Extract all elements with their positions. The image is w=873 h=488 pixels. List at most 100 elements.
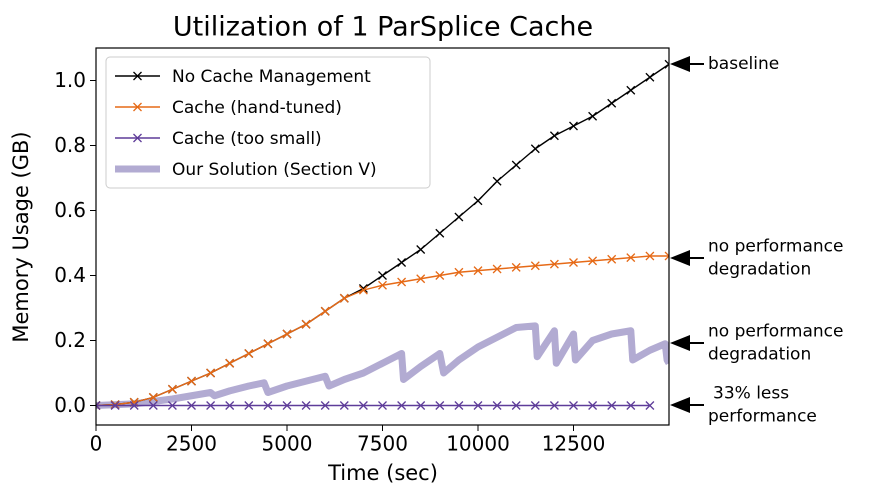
marker bbox=[549, 401, 559, 410]
marker bbox=[416, 245, 426, 254]
annotation-text: baseline bbox=[708, 54, 779, 74]
legend-label: Cache (hand-tuned) bbox=[172, 98, 342, 118]
marker bbox=[244, 349, 254, 358]
marker bbox=[588, 401, 598, 410]
chart-title: Utilization of 1 ParSplice Cache bbox=[173, 12, 593, 43]
marker bbox=[473, 266, 483, 276]
marker bbox=[339, 401, 349, 410]
marker bbox=[607, 254, 617, 264]
marker bbox=[511, 401, 521, 410]
marker bbox=[549, 259, 559, 269]
marker bbox=[263, 339, 273, 349]
marker bbox=[206, 401, 216, 410]
marker bbox=[569, 121, 578, 131]
marker bbox=[339, 293, 349, 303]
annotation-arrow bbox=[670, 250, 690, 266]
marker bbox=[530, 261, 540, 271]
marker bbox=[397, 277, 407, 287]
y-tick-label: 0.2 bbox=[54, 328, 86, 352]
marker bbox=[473, 401, 483, 410]
marker bbox=[530, 401, 540, 410]
marker bbox=[110, 400, 120, 409]
marker bbox=[378, 401, 387, 410]
annotation-arrow bbox=[670, 335, 690, 351]
marker bbox=[645, 251, 655, 261]
marker bbox=[378, 280, 387, 290]
marker bbox=[492, 401, 502, 410]
x-axis-label: Time (sec) bbox=[327, 461, 438, 485]
marker bbox=[358, 285, 368, 295]
marker bbox=[435, 401, 445, 410]
marker bbox=[148, 401, 158, 410]
marker bbox=[492, 176, 502, 186]
marker bbox=[167, 384, 177, 394]
y-tick-label: 0.4 bbox=[54, 263, 86, 287]
marker bbox=[129, 401, 139, 410]
marker bbox=[416, 401, 426, 410]
annotation-text: degradation bbox=[708, 260, 811, 280]
y-tick-label: 1.0 bbox=[54, 68, 86, 92]
marker bbox=[511, 262, 521, 272]
legend-box bbox=[105, 56, 431, 189]
marker bbox=[358, 401, 368, 410]
legend-marker bbox=[133, 71, 142, 81]
y-tick-label: 0.8 bbox=[54, 133, 86, 157]
x-tick-label: 12500 bbox=[542, 432, 606, 456]
x-tick-label: 2500 bbox=[166, 432, 217, 456]
annotation-text: no performance bbox=[708, 322, 843, 342]
marker bbox=[148, 392, 158, 402]
marker bbox=[569, 401, 578, 410]
x-tick-label: 0 bbox=[90, 432, 103, 456]
annotation-arrow bbox=[670, 56, 690, 72]
marker bbox=[454, 267, 464, 277]
marker bbox=[96, 401, 101, 410]
legend-label: Our Solution (Section V) bbox=[172, 160, 377, 180]
marker bbox=[397, 258, 407, 267]
marker bbox=[282, 329, 292, 339]
marker bbox=[664, 251, 669, 261]
annotation-text: degradation bbox=[708, 345, 811, 365]
marker bbox=[187, 376, 196, 386]
marker bbox=[607, 401, 617, 410]
marker bbox=[301, 319, 311, 329]
plot-frame bbox=[95, 47, 670, 426]
marker bbox=[549, 131, 559, 141]
y-axis-label: Memory Usage (GB) bbox=[9, 131, 33, 342]
marker bbox=[435, 271, 445, 280]
marker bbox=[320, 306, 330, 316]
marker bbox=[530, 144, 540, 154]
plot bbox=[96, 59, 669, 410]
marker bbox=[454, 401, 464, 410]
marker bbox=[454, 212, 464, 222]
marker bbox=[435, 228, 445, 238]
marker bbox=[626, 85, 636, 95]
marker bbox=[473, 196, 483, 206]
annotation-text: no performance bbox=[708, 237, 843, 257]
legend-marker bbox=[133, 102, 142, 112]
marker bbox=[225, 401, 235, 410]
marker bbox=[378, 271, 387, 280]
marker bbox=[588, 256, 598, 266]
marker bbox=[244, 401, 254, 410]
marker bbox=[301, 401, 311, 410]
legend-label: No Cache Management bbox=[172, 67, 371, 87]
marker bbox=[416, 274, 426, 284]
marker bbox=[664, 59, 669, 69]
marker bbox=[225, 358, 235, 368]
series-line bbox=[96, 255, 669, 407]
legend-label: Cache (too small) bbox=[172, 129, 322, 149]
annotation-text: 33% less bbox=[713, 384, 789, 404]
marker bbox=[645, 401, 655, 410]
marker bbox=[626, 253, 636, 263]
marker bbox=[626, 401, 636, 410]
marker bbox=[607, 98, 617, 108]
y-tick-label: 0.6 bbox=[54, 198, 86, 222]
marker bbox=[397, 401, 407, 410]
marker bbox=[187, 401, 196, 410]
annotation-text: performance bbox=[708, 407, 817, 427]
marker bbox=[588, 111, 598, 121]
marker bbox=[569, 258, 578, 267]
annotation-arrow bbox=[670, 397, 690, 413]
x-tick-label: 10000 bbox=[446, 432, 510, 456]
